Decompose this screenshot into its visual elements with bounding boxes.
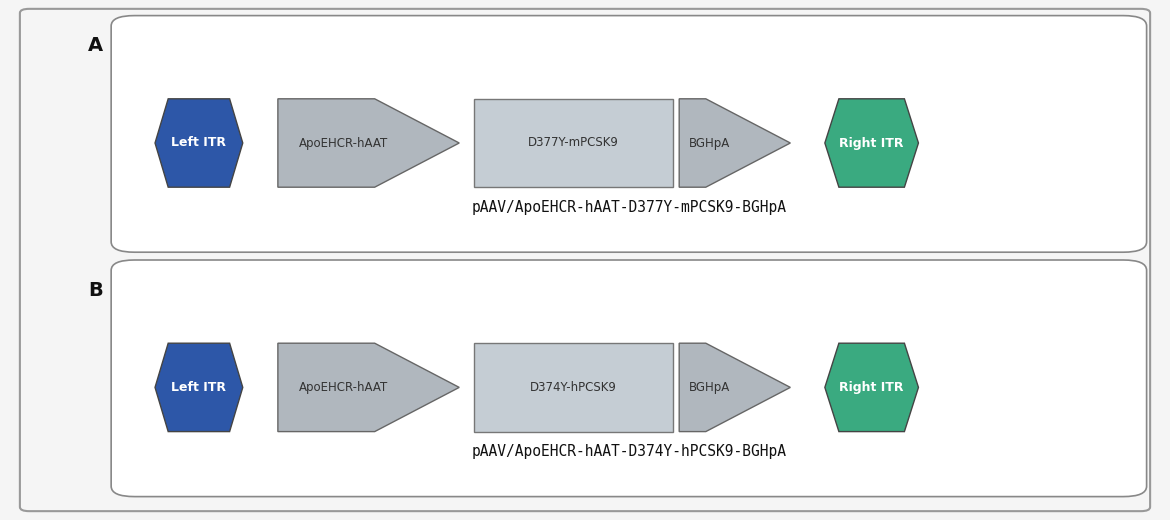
Polygon shape bbox=[825, 99, 918, 187]
Polygon shape bbox=[825, 343, 918, 432]
Text: A: A bbox=[88, 36, 103, 56]
Text: ApoEHCR-hAAT: ApoEHCR-hAAT bbox=[298, 136, 387, 150]
FancyBboxPatch shape bbox=[20, 9, 1150, 511]
Polygon shape bbox=[154, 343, 243, 432]
Text: Right ITR: Right ITR bbox=[839, 381, 904, 394]
Text: D377Y-mPCSK9: D377Y-mPCSK9 bbox=[528, 136, 619, 150]
Text: BGHpA: BGHpA bbox=[689, 136, 730, 150]
Bar bbox=[474, 99, 673, 187]
FancyBboxPatch shape bbox=[111, 16, 1147, 252]
Polygon shape bbox=[154, 99, 243, 187]
Text: Right ITR: Right ITR bbox=[839, 136, 904, 150]
Polygon shape bbox=[679, 99, 791, 187]
Text: pAAV/ApoEHCR-hAAT-D374Y-hPCSK9-BGHpA: pAAV/ApoEHCR-hAAT-D374Y-hPCSK9-BGHpA bbox=[472, 444, 786, 459]
Polygon shape bbox=[278, 99, 459, 187]
Polygon shape bbox=[278, 343, 459, 432]
Text: BGHpA: BGHpA bbox=[689, 381, 730, 394]
Text: Left ITR: Left ITR bbox=[171, 381, 227, 394]
Text: B: B bbox=[88, 281, 103, 300]
Polygon shape bbox=[679, 343, 791, 432]
FancyBboxPatch shape bbox=[111, 260, 1147, 497]
Text: pAAV/ApoEHCR-hAAT-D377Y-mPCSK9-BGHpA: pAAV/ApoEHCR-hAAT-D377Y-mPCSK9-BGHpA bbox=[472, 200, 786, 215]
Text: Left ITR: Left ITR bbox=[171, 136, 227, 150]
Bar bbox=[474, 343, 673, 432]
Text: ApoEHCR-hAAT: ApoEHCR-hAAT bbox=[298, 381, 387, 394]
Text: D374Y-hPCSK9: D374Y-hPCSK9 bbox=[530, 381, 617, 394]
